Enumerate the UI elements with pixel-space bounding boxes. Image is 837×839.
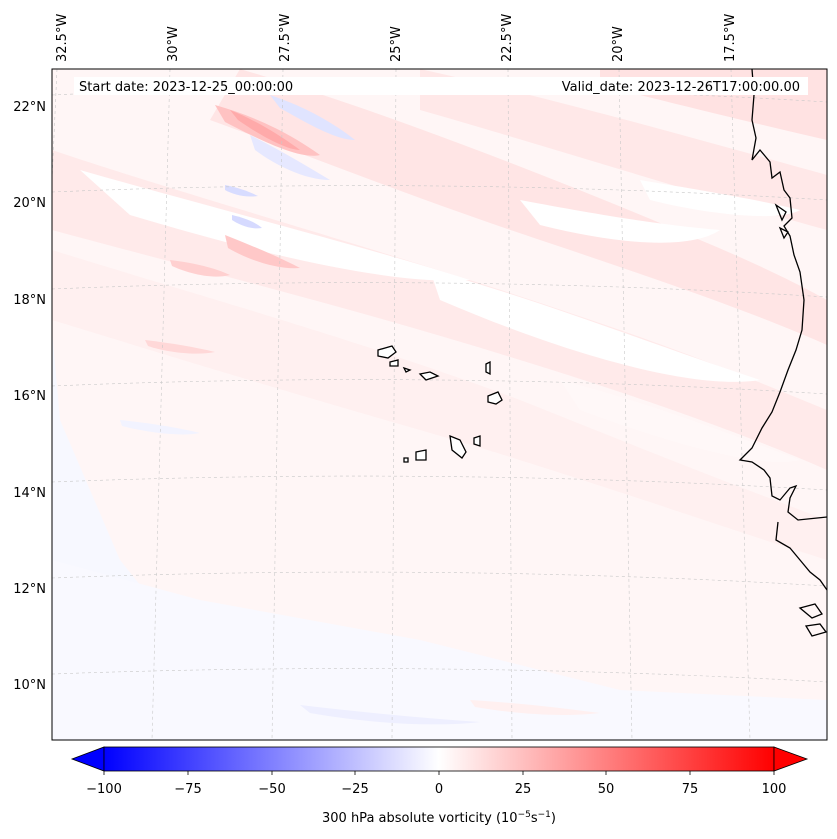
lat-label: 14°N: [13, 486, 46, 501]
valid-date-label: Valid_date: 2023-12-26T17:00:00.00: [562, 80, 800, 95]
colorbar-tick-label: 100: [762, 782, 787, 797]
coastlines: [738, 69, 827, 637]
colorbar-ticks: [103, 771, 775, 775]
colorbar-tick-label: −50: [258, 782, 285, 797]
santa-luzia-island: [402, 366, 412, 373]
colorbar-tick-label: 75: [682, 782, 699, 797]
fogo-island: [415, 449, 427, 461]
lon-label: 22.5°W: [500, 14, 515, 62]
lon-label: 27.5°W: [278, 14, 293, 62]
cape-verde-islands: [377, 345, 503, 463]
sao-vicente-island: [389, 359, 399, 367]
colorbar-label: 300 hPa absolute vorticity (10−5s−1): [322, 810, 556, 826]
sal-island: [485, 360, 491, 376]
colorbar-gradient: [103, 746, 775, 772]
map-panel: Start date: 2023-12-25_00:00:00 Valid_da…: [51, 68, 828, 741]
guinea-bissau-coast: [775, 521, 827, 591]
colorbar-tick-label: 25: [515, 782, 532, 797]
latitude-labels: 22°N 20°N 18°N 16°N 14°N 12°N 10°N: [13, 100, 46, 693]
brava-island: [403, 457, 409, 463]
boa-vista-island: [487, 391, 503, 405]
maio-island: [473, 435, 481, 447]
colorbar-tick-label: −100: [86, 782, 122, 797]
date-label-background: [74, 77, 808, 95]
map-frame: [51, 68, 828, 741]
lat-label: 16°N: [13, 389, 46, 404]
lat-label: 20°N: [13, 196, 46, 211]
colorbar-tick-label: 50: [598, 782, 615, 797]
lon-label: 20°W: [611, 26, 626, 62]
lat-label: 22°N: [13, 100, 46, 115]
colorbar-extend-low: [70, 746, 105, 772]
lon-label: 25°W: [389, 26, 404, 62]
colorbar-tick-labels: −100 −75 −50 −25 0 25 50 75 100: [86, 782, 786, 797]
lat-label: 18°N: [13, 293, 46, 308]
santiago-island: [449, 434, 467, 459]
start-date-label: Start date: 2023-12-25_00:00:00: [79, 80, 293, 95]
santo-antao-island: [377, 345, 397, 359]
colorbar-extend-high: [773, 746, 809, 772]
colorbar-tick-label: −25: [341, 782, 368, 797]
lat-label: 12°N: [13, 582, 46, 597]
west-africa-coastline: [738, 69, 827, 521]
colorbar-tick-label: 0: [435, 782, 443, 797]
sao-nicolau-island: [418, 371, 440, 381]
colorbar-tick-label: −75: [174, 782, 201, 797]
lon-label: 32.5°W: [55, 14, 70, 62]
lon-label: 30°W: [166, 26, 181, 62]
longitude-labels: 32.5°W 30°W 27.5°W 25°W 22.5°W 20°W 17.5…: [55, 14, 738, 62]
lat-label: 10°N: [13, 678, 46, 693]
vorticity-field: [52, 69, 827, 740]
colorbar: −100 −75 −50 −25 0 25 50 75 100 300 hPa …: [70, 746, 809, 826]
lon-label: 17.5°W: [723, 14, 738, 62]
